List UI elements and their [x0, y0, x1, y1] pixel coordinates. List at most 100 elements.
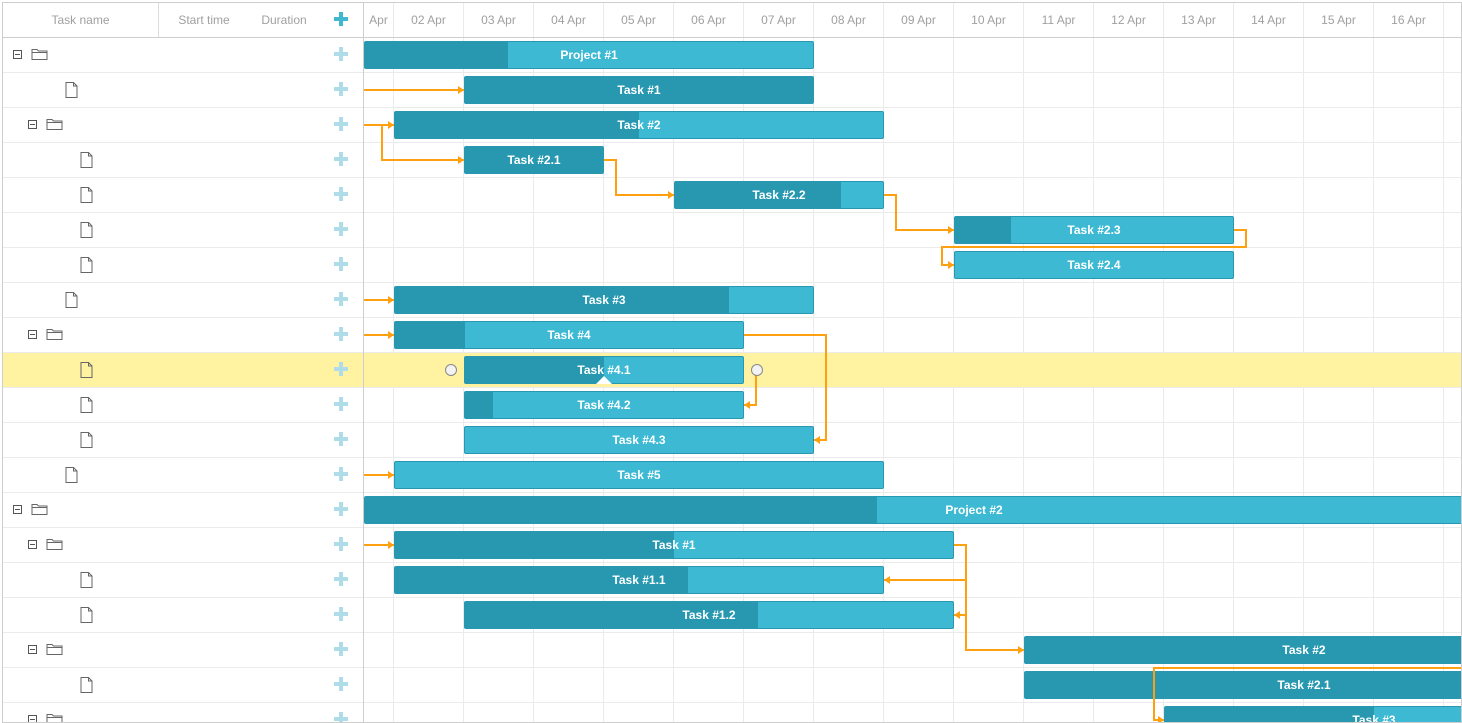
grid-header: Task name Start time Duration — [3, 3, 363, 38]
task-row[interactable] — [3, 248, 363, 283]
task-bar[interactable]: Task #4.3 — [464, 426, 814, 454]
collapse-toggle-icon[interactable] — [28, 645, 37, 654]
task-start-time — [159, 353, 249, 387]
column-header-duration[interactable]: Duration — [261, 13, 307, 27]
task-row[interactable] — [3, 493, 363, 528]
add-subtask-button[interactable] — [319, 318, 363, 352]
task-bar[interactable]: Task #3 — [1164, 706, 1461, 722]
task-bar-label: Task #3 — [582, 293, 626, 307]
task-row[interactable] — [3, 213, 363, 248]
task-row[interactable] — [3, 318, 363, 353]
task-row[interactable] — [3, 108, 363, 143]
add-task-icon — [334, 292, 348, 306]
progress-drag-handle[interactable] — [596, 376, 612, 384]
add-subtask-button[interactable] — [319, 528, 363, 562]
link-handle[interactable] — [751, 364, 763, 376]
add-subtask-button[interactable] — [319, 493, 363, 527]
task-bar[interactable]: Task #2.1 — [1024, 671, 1461, 699]
add-subtask-button[interactable] — [319, 458, 363, 492]
task-row[interactable] — [3, 668, 363, 703]
timeline-day-label: 05 Apr — [604, 3, 674, 37]
task-start-time — [159, 213, 249, 247]
add-subtask-button[interactable] — [319, 703, 363, 722]
task-bar[interactable]: Task #2.1 — [464, 146, 604, 174]
task-bar[interactable]: Task #2 — [1024, 636, 1461, 664]
task-row[interactable] — [3, 143, 363, 178]
dependency-link[interactable] — [941, 229, 1247, 266]
column-header-task-name[interactable]: Task name — [3, 3, 159, 37]
task-row[interactable] — [3, 458, 363, 493]
add-subtask-button[interactable] — [319, 388, 363, 422]
task-bar[interactable]: Task #1.2 — [464, 601, 954, 629]
add-task-icon — [334, 47, 348, 61]
add-subtask-button[interactable] — [319, 73, 363, 107]
grid-line — [364, 702, 1461, 703]
dependency-link[interactable] — [884, 194, 954, 231]
add-subtask-button[interactable] — [319, 563, 363, 597]
task-row[interactable] — [3, 598, 363, 633]
add-task-header-button[interactable] — [319, 3, 363, 37]
task-bar[interactable]: Project #1 — [364, 41, 814, 69]
dependency-link[interactable] — [381, 125, 464, 161]
folder-icon — [31, 493, 49, 527]
task-row[interactable] — [3, 563, 363, 598]
grid-line — [364, 212, 1461, 213]
add-subtask-button[interactable] — [319, 668, 363, 702]
task-bar[interactable]: Project #2 — [364, 496, 1461, 524]
add-subtask-button[interactable] — [319, 108, 363, 142]
task-row[interactable] — [3, 73, 363, 108]
task-row[interactable] — [3, 388, 363, 423]
timeline-day-label: 11 Apr — [1024, 3, 1094, 37]
task-bar[interactable]: Task #1 — [394, 531, 954, 559]
task-progress — [675, 182, 842, 208]
task-bar[interactable]: Task #2.2 — [674, 181, 884, 209]
timeline-day-label: 13 Apr — [1164, 3, 1234, 37]
add-subtask-button[interactable] — [319, 283, 363, 317]
add-subtask-button[interactable] — [319, 423, 363, 457]
add-subtask-button[interactable] — [319, 143, 363, 177]
task-row[interactable] — [3, 283, 363, 318]
dependency-link[interactable] — [1153, 667, 1461, 721]
task-bar[interactable]: Task #3 — [394, 286, 814, 314]
column-header-start-time[interactable]: Start time — [178, 13, 230, 27]
link-handle[interactable] — [445, 364, 457, 376]
file-icon — [80, 353, 93, 387]
dependency-link[interactable] — [604, 159, 674, 196]
task-bar[interactable]: Task #5 — [394, 461, 884, 489]
dependency-link[interactable] — [954, 580, 967, 616]
collapse-toggle-icon[interactable] — [28, 120, 37, 129]
add-subtask-button[interactable] — [319, 38, 363, 72]
add-subtask-button[interactable] — [319, 598, 363, 632]
task-row[interactable] — [3, 353, 363, 388]
task-bar[interactable]: Task #4 — [394, 321, 744, 349]
file-icon — [80, 248, 93, 282]
task-start-time — [159, 73, 249, 107]
task-bar-label: Task #2 — [617, 118, 661, 132]
task-row[interactable] — [3, 423, 363, 458]
collapse-toggle-icon[interactable] — [28, 540, 37, 549]
collapse-toggle-icon[interactable] — [28, 330, 37, 339]
add-subtask-button[interactable] — [319, 248, 363, 282]
task-bar-label: Task #4.1 — [577, 363, 631, 377]
add-subtask-button[interactable] — [319, 213, 363, 247]
collapse-toggle-icon[interactable] — [13, 50, 22, 59]
task-row[interactable] — [3, 38, 363, 73]
dependency-link[interactable] — [965, 615, 1024, 651]
task-bar[interactable]: Task #2 — [394, 111, 884, 139]
add-subtask-button[interactable] — [319, 353, 363, 387]
task-row[interactable] — [3, 178, 363, 213]
dependency-link[interactable] — [884, 544, 967, 581]
task-bar[interactable]: Task #1.1 — [394, 566, 884, 594]
task-row[interactable] — [3, 703, 363, 722]
task-bar[interactable]: Task #2.4 — [954, 251, 1234, 279]
task-bar[interactable]: Task #1 — [464, 76, 814, 104]
collapse-toggle-icon[interactable] — [13, 505, 22, 514]
task-row[interactable] — [3, 528, 363, 563]
add-subtask-button[interactable] — [319, 178, 363, 212]
file-icon — [80, 598, 93, 632]
task-bar[interactable]: Task #2.3 — [954, 216, 1234, 244]
task-bar[interactable]: Task #4.2 — [464, 391, 744, 419]
add-subtask-button[interactable] — [319, 633, 363, 667]
collapse-toggle-icon[interactable] — [28, 715, 37, 722]
task-row[interactable] — [3, 633, 363, 668]
